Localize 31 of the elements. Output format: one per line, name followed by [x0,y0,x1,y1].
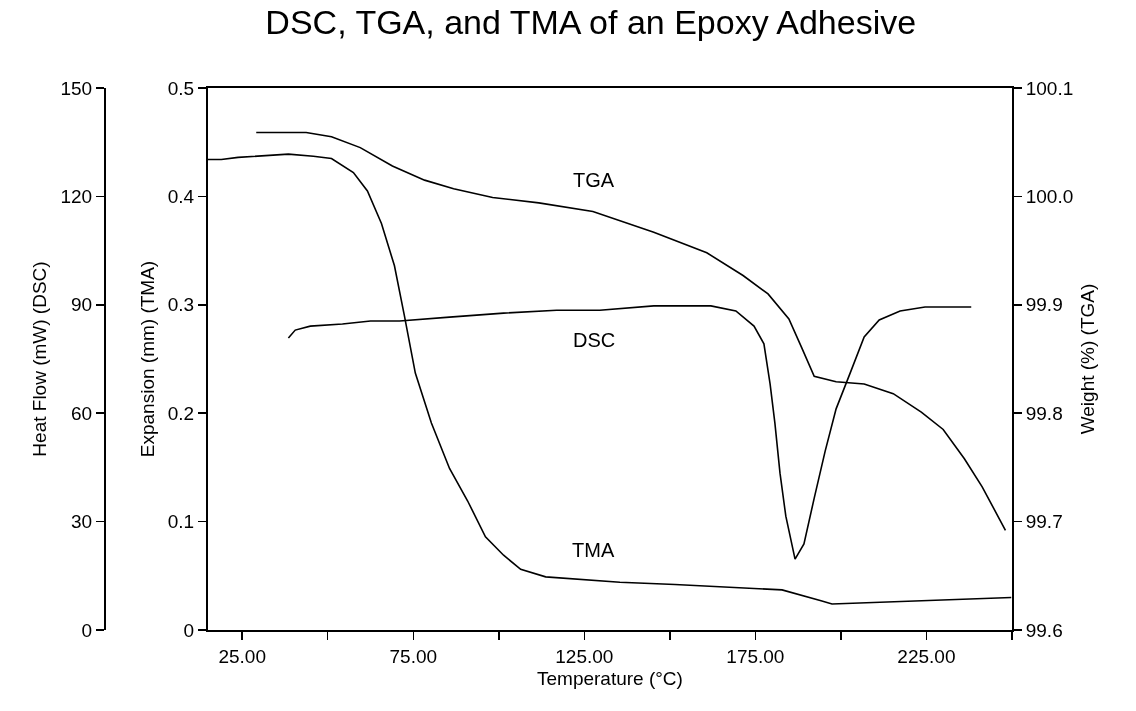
y3-tick-label: 0 [81,619,93,641]
y3-tick-label: 90 [71,294,93,316]
x-tick-label: 225.00 [897,645,956,667]
y-tick-label: 0.1 [167,511,195,533]
y-tick-label: 0.2 [167,402,195,424]
x-tick-label: 125.00 [555,645,614,667]
y3-tick-label: 120 [60,186,93,208]
y-tick-label: 0.4 [167,186,195,208]
y2-tick-label: 99.8 [1025,402,1063,424]
chart-title: DSC, TGA, and TMA of an Epoxy Adhesive [265,3,917,42]
series-label: DSC [573,329,616,351]
series-label: TGA [573,169,615,191]
x-axis-title: Temperature (°C) [537,668,683,690]
y2-tick-label: 100.1 [1025,77,1074,99]
y3-tick-label: 150 [60,77,93,99]
y3-tick-label: 30 [71,511,93,533]
y3-axis-title: Heat Flow (mW) (DSC) [28,261,50,457]
x-tick-label: 75.00 [389,645,438,667]
y-axis-title: Expansion (mm) (TMA) [137,260,159,458]
y2-tick-label: 100.0 [1025,186,1074,208]
y2-tick-label: 99.9 [1025,294,1063,316]
y-tick-label: 0 [183,619,195,641]
y2-axis-title: Weight (%) (TGA) [1076,283,1098,435]
x-tick-label: 25.00 [218,645,266,667]
y-tick-label: 0.3 [167,294,195,316]
y2-tick-label: 99.7 [1025,511,1063,533]
y-tick-label: 0.5 [167,77,195,99]
y3-tick-label: 60 [71,402,93,424]
series-label: TMA [572,539,615,561]
x-tick-label: 175.00 [726,645,785,667]
y2-tick-label: 99.6 [1025,619,1063,641]
